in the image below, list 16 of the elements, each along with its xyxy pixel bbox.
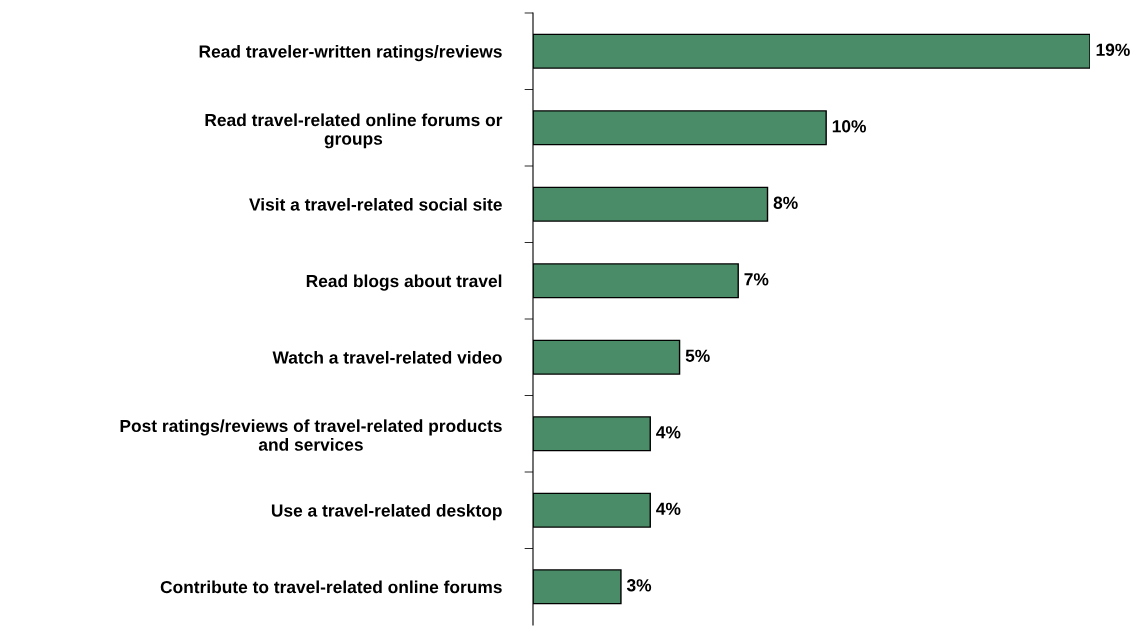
data-label: 19%: [1096, 43, 1130, 56]
y-tick-label: Read blogs about travel: [306, 274, 502, 291]
y-tick-label: Post ratings/reviews of travel-related products and services: [120, 419, 502, 451]
y-tick-label: Contribute to travel-related online forums: [160, 580, 502, 594]
data-label: 8%: [773, 196, 798, 209]
y-tick-label: Use a travel-related desktop: [271, 503, 502, 521]
data-label: 3%: [626, 579, 652, 592]
data-label: 7%: [744, 273, 769, 286]
y-tick-label: Read travel-related online forums or groups: [205, 113, 503, 149]
data-label: 4%: [656, 426, 681, 439]
y-tick-label: Read traveler-written ratings/reviews: [199, 44, 502, 62]
y-tick-label: Visit a travel-related social site: [249, 197, 502, 211]
data-label: 10%: [832, 120, 866, 133]
data-label: 4%: [656, 502, 681, 515]
y-tick-label: Watch a travel-related video: [272, 350, 502, 364]
data-label: 5%: [685, 349, 710, 362]
